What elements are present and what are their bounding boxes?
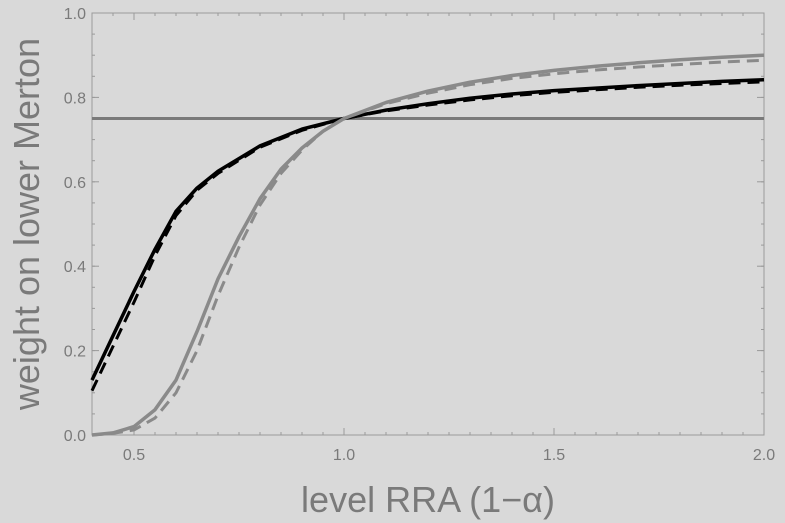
series-line-3 (90, 80, 765, 392)
y-tick-label: 0.4 (64, 259, 86, 276)
x-tick-label: 0.5 (123, 447, 145, 464)
series-line-2 (90, 77, 765, 381)
y-tick-label: 1.0 (64, 6, 86, 23)
series-line-4 (91, 53, 765, 437)
x-axis-title: level RRA (1−α) (301, 479, 555, 520)
plot-frame (91, 12, 765, 436)
y-tick-label: 0.6 (64, 175, 86, 192)
y-axis-title: weight on lower Merton (6, 38, 47, 411)
x-tick-label: 1.5 (543, 447, 565, 464)
y-tick-label: 0.8 (64, 90, 86, 107)
x-tick-label: 2.0 (753, 447, 775, 464)
y-tick-label: 0.2 (64, 344, 86, 361)
series-line-5 (91, 58, 765, 437)
y-tick-label: 0.0 (64, 428, 86, 445)
x-tick-label: 1.0 (333, 447, 355, 464)
